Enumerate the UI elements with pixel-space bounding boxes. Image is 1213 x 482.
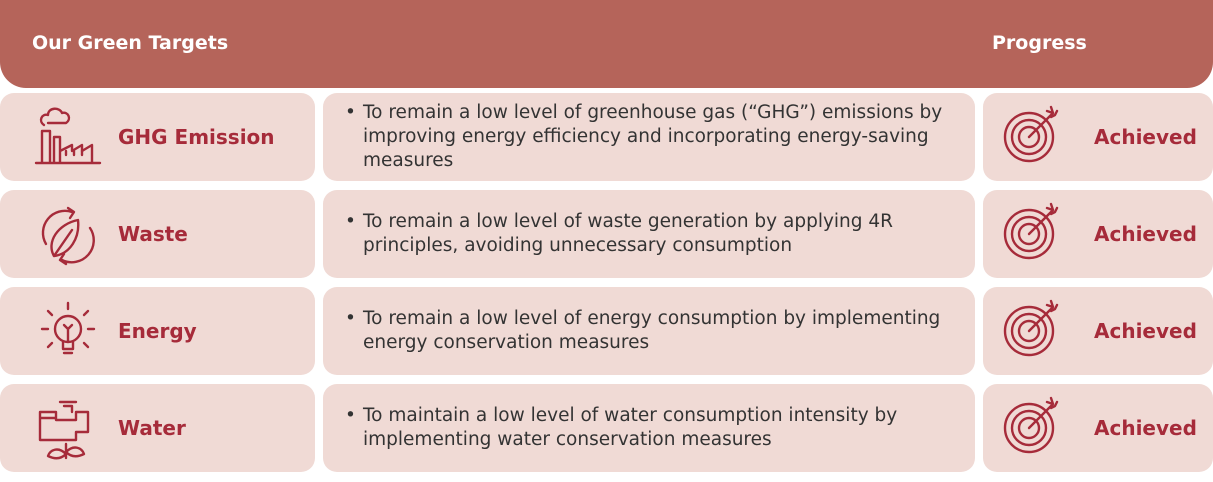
target-label: GHG Emission [118, 125, 275, 149]
target-label: Water [118, 416, 186, 440]
target-icon [40, 301, 96, 355]
target-label: Energy [118, 319, 197, 343]
description: To remain a low level of energy consumpt… [345, 307, 961, 355]
description: To remain a low level of waste generatio… [345, 210, 961, 258]
target-icon [34, 107, 102, 165]
target-icon [38, 400, 90, 460]
target-cell: Waste [0, 190, 315, 278]
progress-label: Achieved [1094, 125, 1197, 149]
header-progress: Progress [992, 32, 1087, 54]
target-label: Waste [118, 222, 188, 246]
description-cell: To remain a low level of greenhouse gas … [323, 93, 975, 181]
progress-cell: Achieved [983, 287, 1213, 375]
header: Our Green Targets Progress [0, 0, 1213, 88]
target-cell: Water [0, 384, 315, 472]
achieved-icon [1003, 299, 1059, 357]
achieved-icon [1003, 105, 1059, 163]
header-title: Our Green Targets [32, 32, 229, 54]
target-cell: Energy [0, 287, 315, 375]
description-cell: To remain a low level of waste generatio… [323, 190, 975, 278]
description: To maintain a low level of water consump… [345, 404, 961, 452]
achieved-icon [1003, 396, 1059, 454]
target-cell: GHG Emission [0, 93, 315, 181]
description: To remain a low level of greenhouse gas … [345, 101, 961, 173]
description-cell: To remain a low level of energy consumpt… [323, 287, 975, 375]
description-cell: To maintain a low level of water consump… [323, 384, 975, 472]
progress-label: Achieved [1094, 319, 1197, 343]
target-icon [41, 206, 95, 266]
progress-cell: Achieved [983, 384, 1213, 472]
progress-cell: Achieved [983, 93, 1213, 181]
progress-cell: Achieved [983, 190, 1213, 278]
achieved-icon [1003, 202, 1059, 260]
progress-label: Achieved [1094, 222, 1197, 246]
progress-label: Achieved [1094, 416, 1197, 440]
